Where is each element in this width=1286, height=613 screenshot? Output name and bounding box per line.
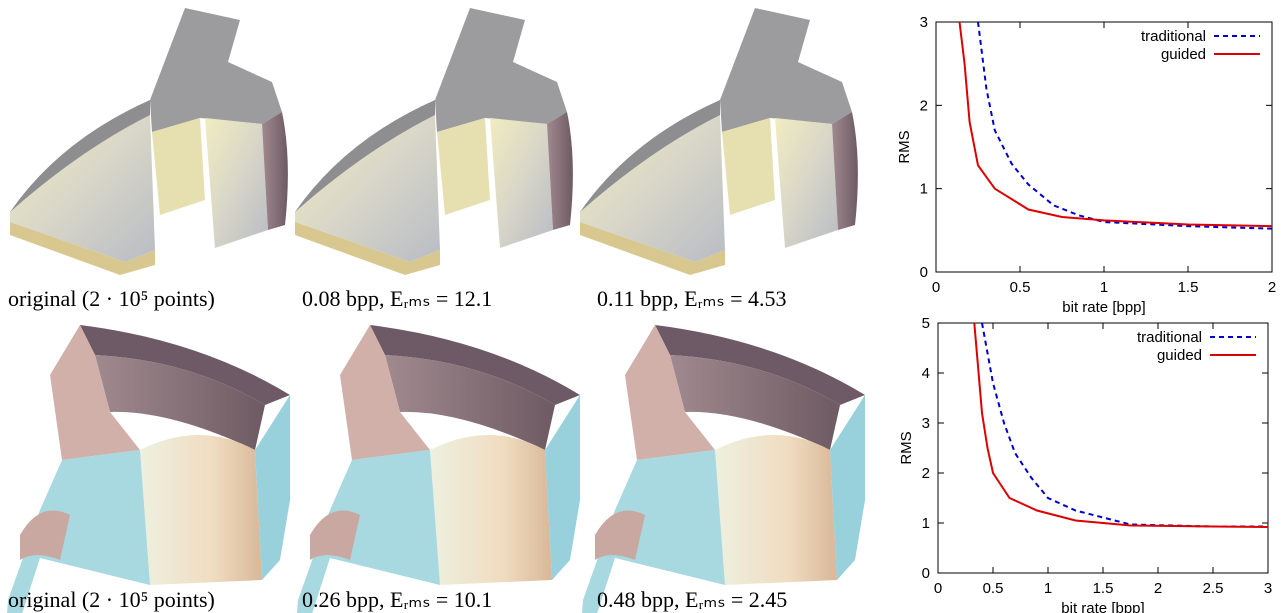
render-original	[10, 8, 288, 275]
x-tick-label: 0.5	[1010, 279, 1031, 296]
render-original	[5, 325, 290, 613]
y-tick-label: 2	[922, 465, 930, 482]
render-traditional	[295, 8, 573, 275]
x-tick-label: 3	[1264, 580, 1272, 597]
caption: original (2 · 10⁵ points)	[8, 286, 215, 311]
x-tick-label: 0.5	[983, 580, 1004, 597]
caption: 0.48 bpp, Eᵣₘₛ = 2.45	[597, 587, 787, 612]
legend-label: guided	[1161, 46, 1206, 63]
legend-label: traditional	[1141, 28, 1206, 45]
render-guided	[580, 8, 858, 275]
y-tick-label: 0	[920, 264, 928, 281]
x-tick-label: 2	[1154, 580, 1162, 597]
y-axis-label: RMS	[896, 130, 913, 163]
y-tick-label: 0	[922, 565, 930, 582]
y-tick-label: 2	[920, 97, 928, 114]
y-tick-label: 3	[920, 14, 928, 31]
y-tick-label: 3	[922, 415, 930, 432]
x-tick-label: 1	[1100, 279, 1108, 296]
y-tick-label: 4	[922, 365, 930, 382]
x-tick-label: 1.5	[1093, 580, 1114, 597]
caption: 0.08 bpp, Eᵣₘₛ = 12.1	[302, 286, 492, 311]
caption: original (2 · 10⁵ points)	[8, 587, 215, 612]
series-line	[974, 323, 1268, 527]
x-tick-label: 1.5	[1178, 279, 1199, 296]
x-tick-label: 2.5	[1203, 580, 1224, 597]
x-axis-label: bit rate [bpp]	[1061, 600, 1144, 613]
render-guided	[580, 325, 865, 613]
series-line	[982, 323, 1268, 527]
legend-label: guided	[1157, 347, 1202, 364]
render-traditional	[295, 325, 580, 613]
legend-label: traditional	[1137, 329, 1202, 346]
x-tick-label: 2	[1268, 279, 1276, 296]
y-axis-label: RMS	[898, 431, 915, 464]
caption: 0.11 bpp, Eᵣₘₛ = 4.53	[597, 286, 787, 311]
plot-frame	[936, 22, 1272, 272]
x-tick-label: 0	[934, 580, 942, 597]
series-line	[960, 22, 1272, 226]
x-tick-label: 0	[932, 279, 940, 296]
y-tick-label: 5	[922, 315, 930, 332]
x-axis-label: bit rate [bpp]	[1062, 299, 1145, 316]
page: {"figure": {"captions": [ "original (2 ·…	[0, 0, 1286, 613]
caption: 0.26 bpp, Eᵣₘₛ = 10.1	[302, 587, 492, 612]
y-tick-label: 1	[922, 515, 930, 532]
x-tick-label: 1	[1044, 580, 1052, 597]
y-tick-label: 1	[920, 181, 928, 198]
figure: original (2 · 10⁵ points) 0.08 bpp, Eᵣₘₛ…	[0, 0, 1286, 613]
